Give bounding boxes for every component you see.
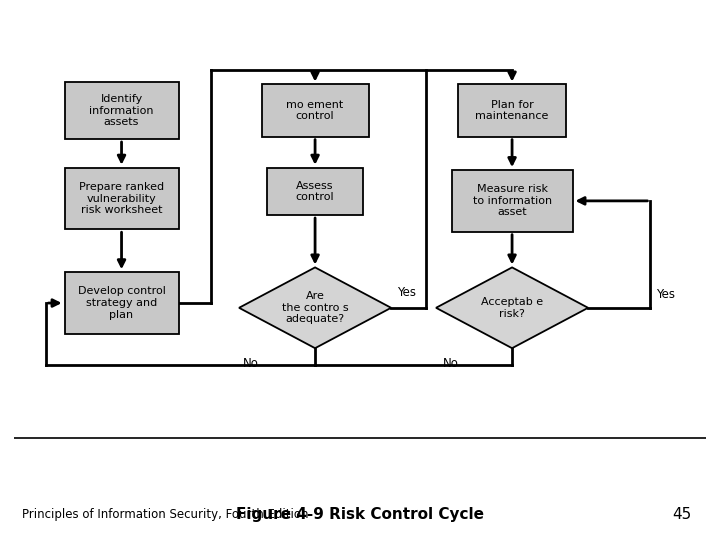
Text: No: No: [243, 357, 258, 370]
Text: No: No: [443, 357, 459, 370]
Text: Figure 4-9 Risk Control Cycle: Figure 4-9 Risk Control Cycle: [236, 507, 484, 522]
Text: mo ement
control: mo ement control: [287, 100, 343, 122]
Text: Assess
control: Assess control: [296, 180, 334, 202]
Text: Prepare ranked
vulnerability
risk worksheet: Prepare ranked vulnerability risk worksh…: [79, 182, 164, 215]
Text: Principles of Information Security, Fourth Edition: Principles of Information Security, Four…: [22, 508, 308, 521]
Text: Identify
information
assets: Identify information assets: [89, 94, 154, 127]
Text: 45: 45: [672, 507, 691, 522]
Text: Yes: Yes: [397, 286, 415, 299]
Polygon shape: [239, 267, 391, 348]
Polygon shape: [436, 267, 588, 348]
FancyBboxPatch shape: [459, 84, 566, 137]
Text: Measure risk
to information
asset: Measure risk to information asset: [472, 184, 552, 218]
Text: Develop control
strategy and
plan: Develop control strategy and plan: [78, 286, 166, 320]
FancyBboxPatch shape: [65, 167, 179, 230]
FancyBboxPatch shape: [266, 167, 364, 215]
Text: Plan for
maintenance: Plan for maintenance: [475, 100, 549, 122]
Text: Are
the contro s
adequate?: Are the contro s adequate?: [282, 291, 348, 325]
Text: Acceptab e
risk?: Acceptab e risk?: [481, 297, 543, 319]
Text: Yes: Yes: [656, 288, 675, 301]
FancyBboxPatch shape: [65, 82, 179, 139]
FancyBboxPatch shape: [261, 84, 369, 137]
FancyBboxPatch shape: [451, 170, 572, 232]
FancyBboxPatch shape: [65, 272, 179, 334]
